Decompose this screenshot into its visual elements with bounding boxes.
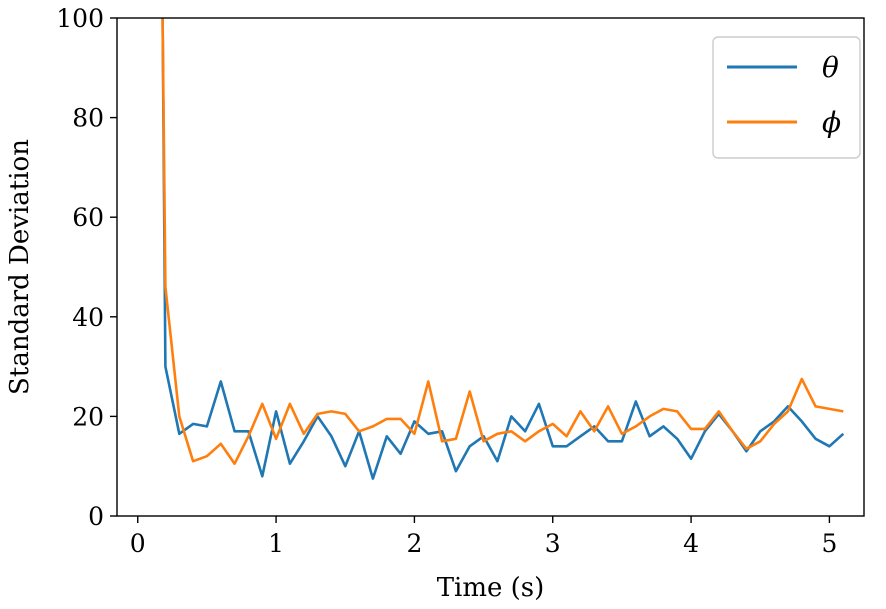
legend-label-theta: θ [822, 51, 839, 84]
legend: θ ϕ [712, 36, 861, 159]
x-tick-label: 5 [821, 529, 837, 558]
x-tick-label: 1 [268, 529, 284, 558]
y-axis-label: Standard Deviation [5, 139, 35, 395]
x-tick-label: 2 [406, 529, 422, 558]
series-line-phi [161, 18, 844, 465]
y-tick-label: 100 [56, 4, 104, 33]
y-axis-ticks: 0 20 40 60 80 100 [56, 4, 117, 531]
x-axis-ticks: 0 1 2 3 4 5 [130, 516, 837, 558]
y-tick-label: 20 [72, 402, 104, 431]
y-tick-label: 0 [88, 502, 104, 531]
legend-label-phi: ϕ [822, 106, 841, 139]
y-tick-label: 60 [72, 203, 104, 232]
plot-frame [116, 17, 865, 517]
series-layer [161, 18, 845, 480]
x-tick-label: 0 [130, 529, 146, 558]
y-tick-label: 40 [72, 303, 104, 332]
x-axis-label: Time (s) [437, 573, 545, 603]
y-tick-label: 80 [72, 104, 104, 133]
x-tick-label: 4 [683, 529, 699, 558]
x-tick-label: 3 [545, 529, 561, 558]
